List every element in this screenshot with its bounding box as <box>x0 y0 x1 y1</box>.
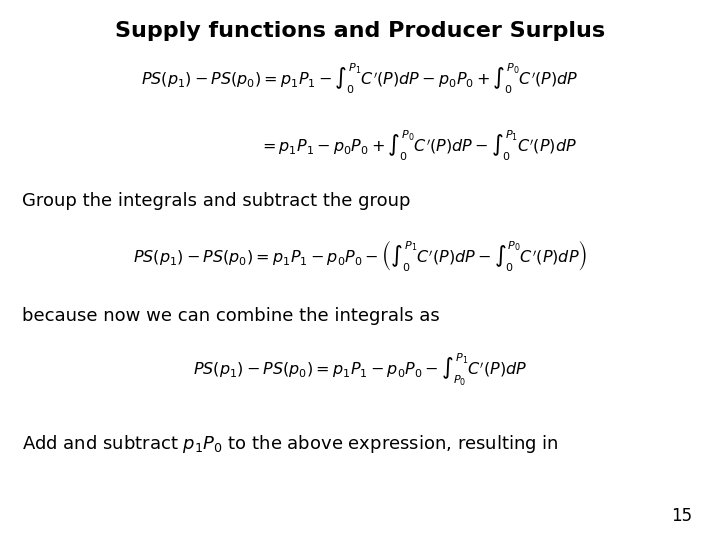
Text: because now we can combine the integrals as: because now we can combine the integrals… <box>22 307 439 325</box>
Text: $= p_1P_1 - p_0P_0 + \int_0^{P_0} C'(P)dP - \int_0^{P_1} C'(P)dP$: $= p_1P_1 - p_0P_0 + \int_0^{P_0} C'(P)d… <box>258 129 577 163</box>
Text: 15: 15 <box>672 507 693 525</box>
Text: Add and subtract $p_1P_0$ to the above expression, resulting in: Add and subtract $p_1P_0$ to the above e… <box>22 433 559 455</box>
Text: Supply functions and Producer Surplus: Supply functions and Producer Surplus <box>115 21 605 40</box>
Text: $PS(p_1) - PS(p_0) = p_1P_1 - p_0P_0 - \left(\int_0^{P_1} C'(P)dP - \int_0^{P_0}: $PS(p_1) - PS(p_0) = p_1P_1 - p_0P_0 - \… <box>133 238 587 273</box>
Text: $PS(p_1) - PS(p_0) = p_1P_1 - \int_0^{P_1} C'(P)dP - p_0P_0 + \int_0^{P_0} C'(P): $PS(p_1) - PS(p_0) = p_1P_1 - \int_0^{P_… <box>141 61 579 96</box>
Text: $PS(p_1) - PS(p_0) = p_1P_1 - p_0P_0 - \int_{P_0}^{P_1} C'(P)dP$: $PS(p_1) - PS(p_0) = p_1P_1 - p_0P_0 - \… <box>193 352 527 388</box>
Text: Group the integrals and subtract the group: Group the integrals and subtract the gro… <box>22 192 410 211</box>
